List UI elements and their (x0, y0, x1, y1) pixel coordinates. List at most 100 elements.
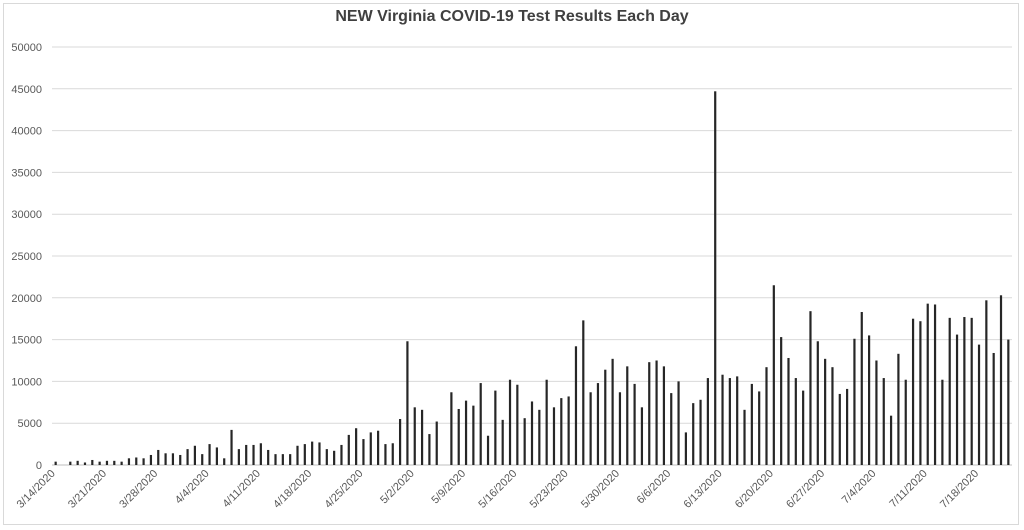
bar (76, 460, 79, 465)
bar (574, 346, 578, 465)
bar (640, 407, 644, 465)
bar (772, 285, 775, 465)
bar (802, 390, 805, 465)
bar (552, 407, 556, 465)
bar (977, 344, 981, 465)
bar (714, 91, 717, 465)
bar (985, 300, 988, 465)
bar (420, 409, 424, 465)
bar (560, 398, 563, 465)
x-tick-label: 6/13/2020 (682, 468, 725, 511)
bar (186, 449, 189, 465)
bar (113, 460, 116, 465)
bar (516, 384, 519, 465)
bar (398, 419, 402, 465)
y-tick-label: 50000 (11, 42, 42, 54)
bar (237, 449, 240, 465)
bar (149, 454, 153, 465)
bar (670, 393, 673, 465)
bar (596, 383, 600, 465)
bar (428, 434, 431, 465)
bar (157, 449, 160, 465)
y-tick-label: 0 (36, 460, 42, 472)
y-tick-label: 30000 (11, 209, 42, 221)
x-tick-label: 5/9/2020 (429, 468, 468, 507)
bar (626, 366, 629, 465)
bar (955, 334, 959, 465)
bar (486, 435, 490, 465)
y-tick-label: 10000 (11, 376, 42, 388)
x-tick-label: 4/4/2020 (173, 468, 212, 507)
bar (911, 318, 915, 465)
bar (523, 418, 526, 465)
bar (721, 374, 724, 465)
x-tick-label: 5/23/2020 (528, 468, 571, 511)
bar (589, 392, 592, 465)
x-tick-label: 7/11/2020 (887, 468, 930, 511)
bar (252, 444, 255, 465)
bar (406, 341, 409, 465)
bar (83, 462, 87, 465)
bar (904, 379, 907, 465)
bar (384, 444, 387, 465)
y-tick-label: 25000 (11, 251, 42, 263)
bar (941, 379, 944, 465)
bar (274, 454, 277, 465)
bar (318, 442, 321, 465)
bar (450, 392, 453, 465)
bar (692, 403, 695, 465)
bar (897, 353, 900, 465)
bar (963, 317, 966, 465)
bar (142, 458, 145, 465)
bar (479, 383, 482, 465)
x-tick-label: 5/16/2020 (476, 468, 519, 511)
bar (728, 378, 731, 465)
bar (846, 388, 849, 465)
bar (215, 447, 218, 465)
bar (127, 458, 131, 465)
y-tick-label: 40000 (11, 126, 42, 138)
x-tick-label: 6/20/2020 (733, 468, 776, 511)
bar (1007, 339, 1010, 465)
bar (333, 450, 336, 465)
bar (296, 445, 299, 465)
bar (303, 444, 306, 465)
bar (618, 392, 622, 465)
bar (604, 369, 607, 465)
bar (750, 383, 753, 465)
bar (948, 317, 951, 465)
bar (464, 400, 468, 465)
bar (868, 335, 871, 465)
x-tick-label: 6/27/2020 (784, 468, 827, 511)
bar (457, 408, 460, 465)
bar (743, 409, 746, 465)
bar (245, 444, 248, 465)
bar (926, 303, 929, 465)
bar (970, 317, 973, 465)
bar (530, 401, 534, 465)
chart-frame (3, 3, 1019, 525)
y-tick-label: 35000 (11, 167, 42, 179)
bar (267, 449, 270, 465)
x-tick-label: 4/11/2020 (220, 468, 263, 511)
x-tick-label: 5/30/2020 (579, 468, 622, 511)
bar (164, 453, 167, 465)
y-tick-label: 45000 (11, 84, 42, 96)
x-tick-label: 4/25/2020 (322, 468, 365, 511)
bar (289, 454, 292, 465)
bar (501, 419, 504, 465)
bar (655, 360, 658, 465)
bar (201, 454, 204, 465)
chart-title: NEW Virginia COVID-19 Test Results Each … (335, 8, 689, 25)
x-tick-label: 6/6/2020 (635, 468, 674, 507)
bar (171, 453, 175, 465)
bar (325, 449, 328, 465)
bar (853, 338, 856, 465)
bar (355, 428, 358, 465)
bar (259, 443, 262, 465)
bar (135, 457, 138, 465)
bar (611, 358, 614, 465)
bar (391, 443, 394, 465)
x-tick-label: 3/14/2020 (15, 468, 58, 511)
